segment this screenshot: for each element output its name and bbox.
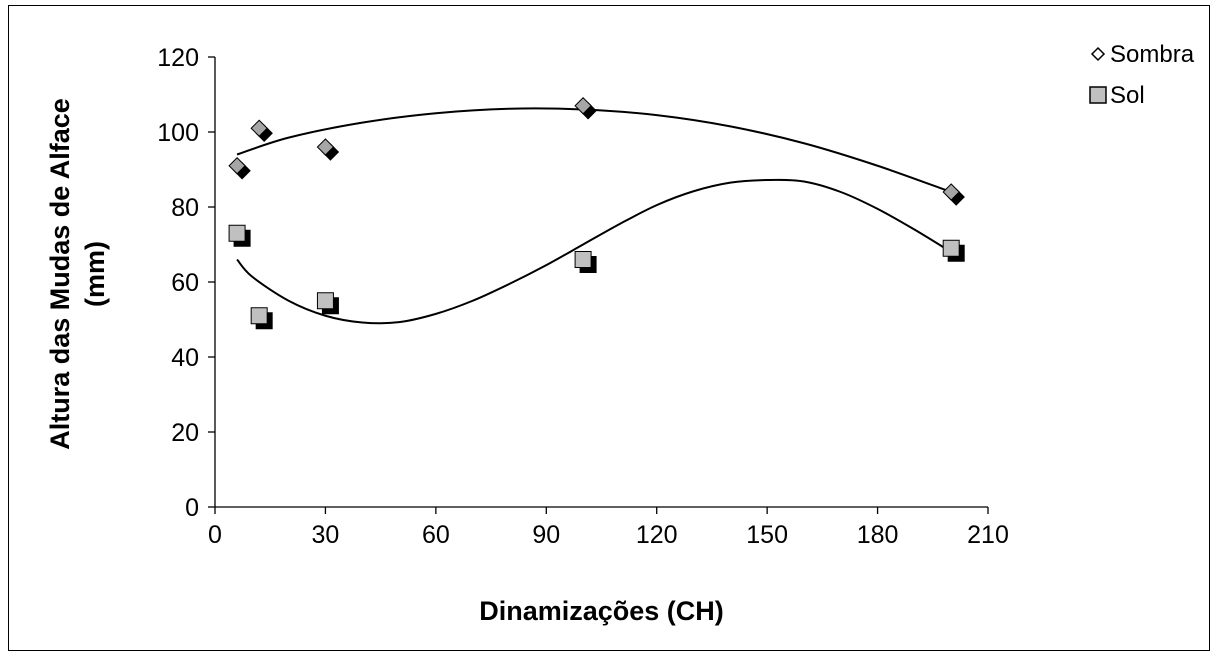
y-tick-label: 120: [157, 44, 199, 72]
x-tick-label: 210: [967, 521, 1009, 549]
data-markers: [228, 97, 965, 330]
data-point-sombra: [574, 97, 592, 115]
x-tick-label: 60: [422, 521, 450, 549]
square-icon: [1089, 86, 1107, 104]
y-tick-label: 100: [157, 119, 199, 147]
y-tick-label: 60: [171, 269, 199, 297]
data-point-sol: [942, 239, 960, 257]
trendline-sol: [236, 178, 952, 325]
diamond-icon: [1090, 46, 1106, 62]
legend-marker-sol: [1089, 86, 1107, 104]
data-point-sombra: [250, 119, 268, 137]
legend-label-sol: Sol: [1110, 82, 1145, 109]
x-tick-label: 90: [532, 521, 560, 549]
legend-item-sombra: Sombra: [1090, 41, 1195, 68]
x-tick-label: 30: [312, 521, 340, 549]
x-tick-label: 0: [208, 521, 222, 549]
x-tick-label: 180: [857, 521, 899, 549]
legend-item-sol: Sol: [1089, 82, 1145, 109]
legend: Sombra Sol: [1089, 41, 1195, 109]
data-point-sombra: [316, 138, 335, 156]
data-point-sol: [228, 224, 246, 242]
legend-label-sombra: Sombra: [1110, 41, 1195, 68]
trendline-sombra: [236, 107, 952, 193]
x-tick-label: 150: [746, 521, 788, 549]
data-point-sombra: [942, 183, 960, 201]
y-axis-title-line-2: (mm): [80, 241, 110, 307]
data-point-sombra: [228, 157, 246, 175]
data-point-sol: [316, 292, 334, 310]
data-point-sol: [250, 307, 268, 325]
data-point-sol: [574, 251, 592, 268]
y-tick-label: 80: [171, 194, 199, 222]
x-axis-title: Dinamizações (CH): [479, 596, 724, 626]
y-tick-label: 0: [185, 494, 199, 522]
y-tick-label: 20: [171, 419, 199, 447]
chart-frame: [8, 5, 1210, 651]
y-tick-label: 40: [171, 344, 199, 372]
legend-marker-sombra: [1090, 46, 1106, 62]
x-tick-label: 120: [636, 521, 678, 549]
y-axis-title-line-1: Altura das Mudas de Alface: [45, 98, 75, 450]
axes: 0 20 40 60 80 100 120 0 30 60 90 120 150 180 210: [157, 44, 1009, 549]
trendlines: [236, 107, 952, 325]
